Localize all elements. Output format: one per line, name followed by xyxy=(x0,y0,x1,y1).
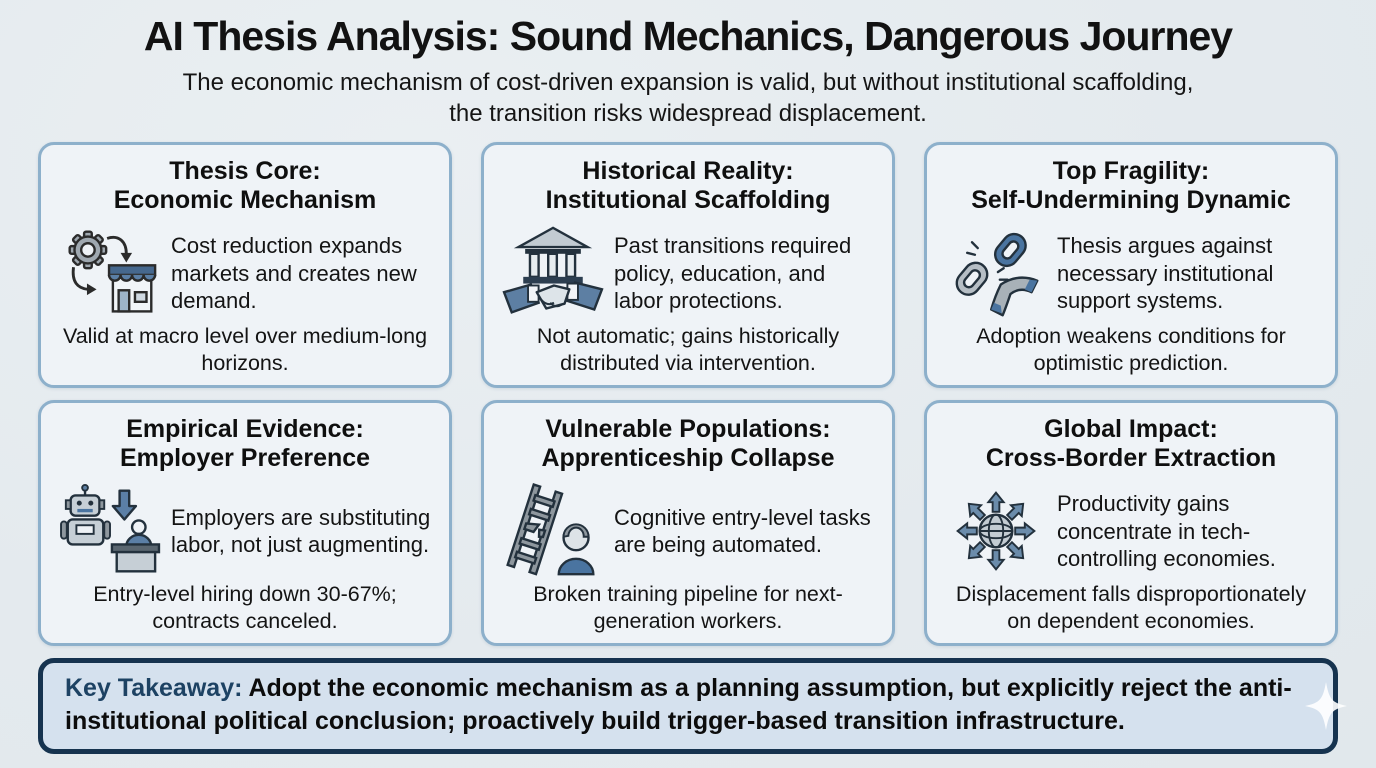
card-footer: Valid at macro level over medium-long ho… xyxy=(62,324,428,375)
card-body: Past transitions required policy, educat… xyxy=(614,233,852,313)
card-global-impact: Global Impact: Cross-Border Extraction xyxy=(924,400,1338,647)
card-body: Employers are substituting labor, not ju… xyxy=(171,505,431,558)
card-body: Cognitive entry-level tasks are being au… xyxy=(614,505,871,558)
broken-ladder-person-icon xyxy=(506,483,595,576)
card-title: Empirical Evidence: Employer Preference xyxy=(119,415,371,473)
globe-outward-arrows-icon xyxy=(956,491,1036,572)
card-body: Productivity gains concentrate in tech-c… xyxy=(1057,491,1276,571)
key-takeaway-banner: Key Takeaway: Adopt the economic mechani… xyxy=(38,658,1347,755)
broken-chain-boomerang-icon xyxy=(955,233,1039,317)
cards-grid: Thesis Core: Economic Mechanism xyxy=(38,142,1338,647)
card-empirical-evidence: Empirical Evidence: Employer Preference xyxy=(38,400,452,647)
card-footer: Adoption weakens conditions for optimist… xyxy=(976,324,1286,375)
card-title: Top Fragility: Self-Undermining Dynamic xyxy=(971,157,1291,215)
gear-to-storefront-icon xyxy=(68,230,157,313)
card-top-fragility: Top Fragility: Self-Undermining Dynamic xyxy=(924,142,1338,389)
card-historical-reality: Historical Reality: Institutional Scaffo… xyxy=(481,142,895,389)
key-takeaway-label: Key Takeaway: xyxy=(65,674,243,703)
card-body: Cost reduction expands markets and creat… xyxy=(171,233,417,313)
card-footer: Broken training pipeline for next-genera… xyxy=(533,582,843,633)
page-title: AI Thesis Analysis: Sound Mechanics, Dan… xyxy=(143,13,1233,59)
bank-handshake-icon xyxy=(502,226,604,315)
card-vulnerable-populations: Vulnerable Populations: Apprenticeship C… xyxy=(481,400,895,647)
card-footer: Entry-level hiring down 30-67%; contract… xyxy=(93,582,397,633)
key-takeaway-text: Adopt the economic mechanism as a planni… xyxy=(65,674,1292,736)
card-body: Thesis argues against necessary institut… xyxy=(1057,233,1274,313)
card-footer: Displacement falls disproportionately on… xyxy=(955,582,1307,633)
card-footer: Not automatic; gains historically distri… xyxy=(536,324,840,375)
page-subtitle: The economic mechanism of cost-driven ex… xyxy=(182,68,1194,128)
robot-replacing-worker-icon xyxy=(60,484,161,573)
sparkle-icon xyxy=(1305,682,1347,731)
card-title: Thesis Core: Economic Mechanism xyxy=(113,157,377,215)
card-title: Vulnerable Populations: Apprenticeship C… xyxy=(541,415,835,473)
card-title: Historical Reality: Institutional Scaffo… xyxy=(545,157,831,215)
header: AI Thesis Analysis: Sound Mechanics, Dan… xyxy=(38,13,1338,129)
card-thesis-core: Thesis Core: Economic Mechanism xyxy=(38,142,452,389)
card-title: Global Impact: Cross-Border Extraction xyxy=(985,415,1277,473)
